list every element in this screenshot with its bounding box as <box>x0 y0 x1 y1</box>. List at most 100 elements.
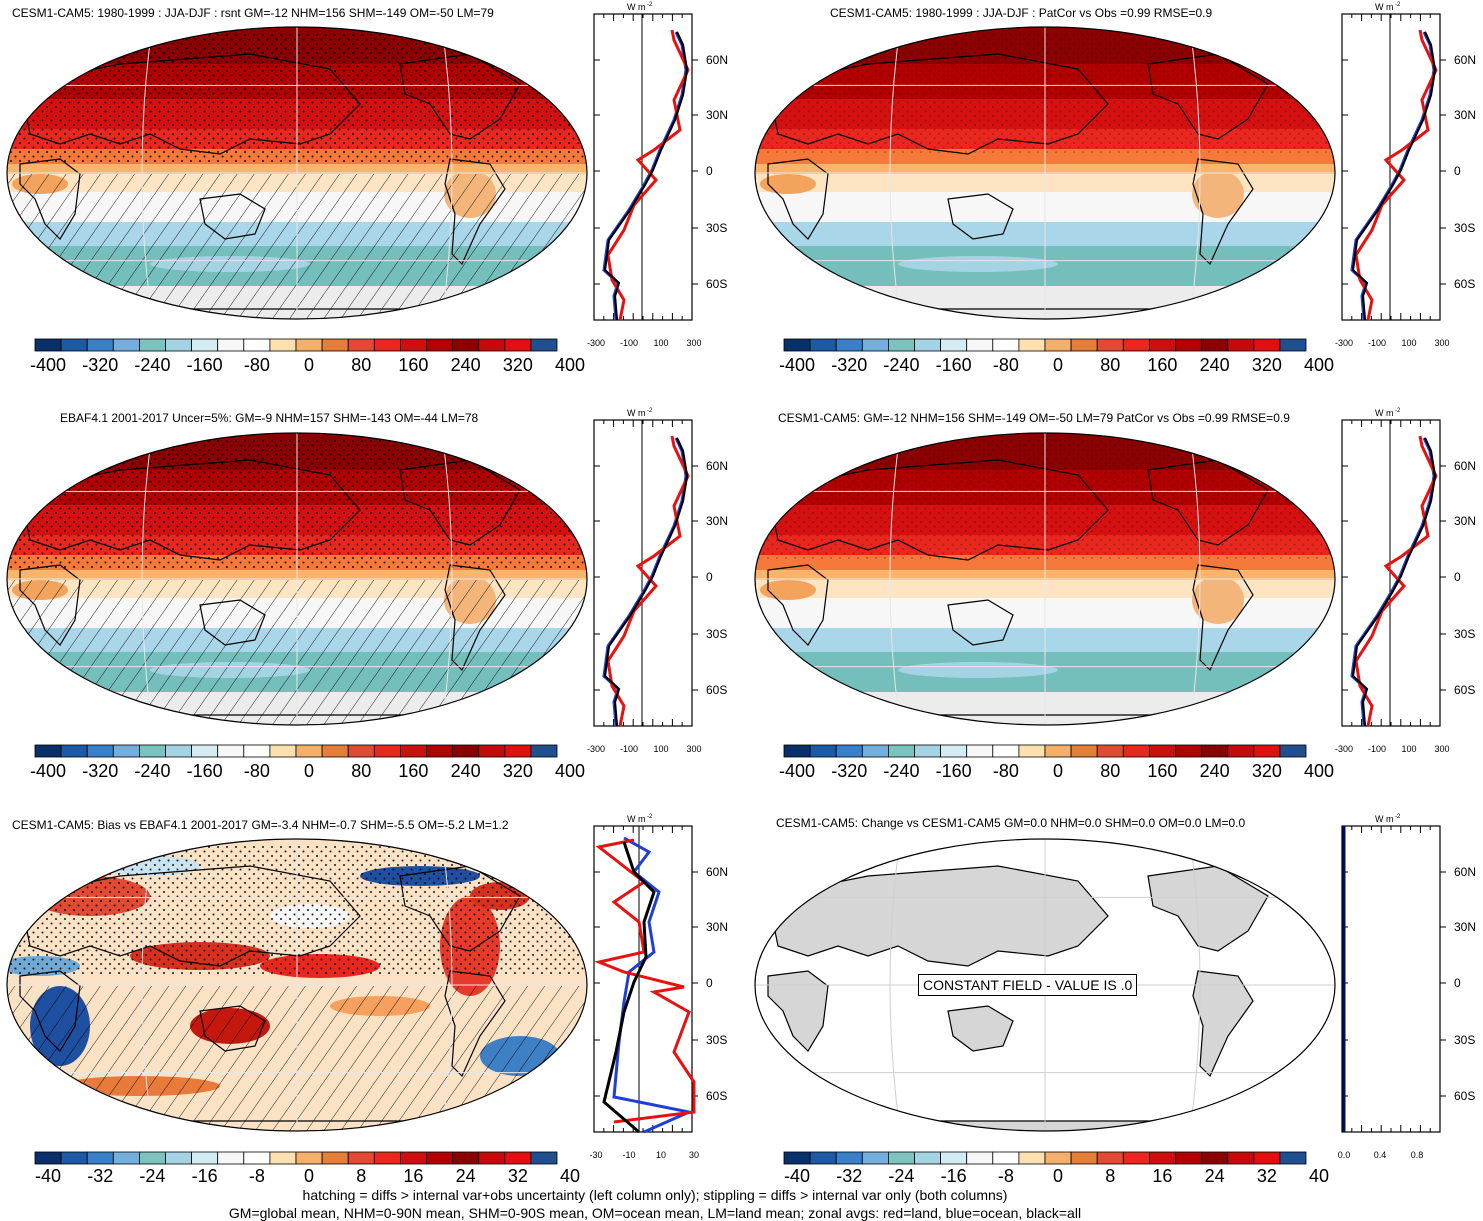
colorbar-tick-label: 240 <box>1199 355 1230 375</box>
colorbar-swatch <box>139 338 166 352</box>
zonal-x-tick-label: -30 <box>589 1150 602 1160</box>
zonal-x-tick-label: 100 <box>1401 338 1416 348</box>
lat-label: 60S <box>706 683 727 697</box>
colorbar-swatch <box>86 744 114 758</box>
colorbar-swatch <box>269 1151 297 1165</box>
lat-label: 30S <box>1454 627 1475 641</box>
map-panel-6 <box>754 838 1336 1132</box>
colorbar-tick-label: -160 <box>186 761 223 781</box>
colorbar-tick-label: 80 <box>351 761 372 781</box>
colorbar-tick-label: -240 <box>883 355 920 375</box>
colorbar-tick-label: -16 <box>940 1166 967 1186</box>
colorbar-swatch <box>452 744 480 758</box>
colorbar-swatch <box>217 338 245 352</box>
colorbar-swatch <box>295 744 323 758</box>
colorbar-swatch <box>112 1151 140 1165</box>
colorbar-swatch <box>1044 744 1072 758</box>
colorbar-tick-label: 0 <box>1053 761 1064 781</box>
colorbar-swatch <box>1044 1151 1072 1165</box>
colorbar-tick-label: -80 <box>992 355 1019 375</box>
colorbar-swatch <box>1279 1151 1307 1165</box>
zonal-units: W m <box>627 408 646 418</box>
colorbar-tick-label: -320 <box>82 355 119 375</box>
colorbar-swatch <box>888 1151 915 1165</box>
colorbar-swatch <box>399 1151 427 1165</box>
colorbar-swatch <box>1018 338 1046 352</box>
colorbar-swatch <box>914 744 942 758</box>
colorbar-swatch <box>1096 338 1124 352</box>
colorbar-swatch <box>399 744 427 758</box>
colorbar-tick-label: -80 <box>243 355 270 375</box>
colorbar-swatch <box>783 744 811 758</box>
lat-label: 30N <box>706 920 728 934</box>
lat-label: 60S <box>1454 1089 1475 1103</box>
colorbar-tick-label: 40 <box>560 1166 581 1186</box>
colorbar-tick-label: 320 <box>502 761 533 781</box>
colorbar-swatch <box>34 1151 62 1165</box>
colorbar-swatch <box>452 338 480 352</box>
colorbar-swatch <box>1044 338 1072 352</box>
colorbar-swatch <box>478 1151 506 1165</box>
zonal-x-tick-label: -100 <box>1368 744 1386 754</box>
colorbar-swatch <box>373 338 401 352</box>
colorbar-tick-label: 0 <box>304 1166 315 1186</box>
zonal-plot-6: 60N 30N 0 30S 60S W m -2 0.0 0.4 0.8 <box>1338 814 1476 1160</box>
colorbar-tick-label: 160 <box>1147 761 1178 781</box>
lat-label: 30S <box>706 627 727 641</box>
zonal-x-tick-label: 10 <box>656 1150 666 1160</box>
colorbar-swatch <box>373 744 401 758</box>
colorbar-tick-label: 16 <box>1152 1166 1173 1186</box>
colorbar-swatch <box>940 1151 968 1165</box>
colorbar-tick-label: 240 <box>450 761 481 781</box>
footer-legend-note: GM=global mean, NHM=0-90N mean, SHM=0-90… <box>228 1205 1082 1221</box>
colorbar-swatch <box>295 338 323 352</box>
panel-title-1: CESM1-CAM5: 1980-1999 : JJA-DJF : rsnt G… <box>12 6 494 20</box>
colorbar-swatch <box>243 338 271 352</box>
colorbar-5 <box>34 1151 558 1165</box>
zonal-x-tick-label: 300 <box>1434 744 1449 754</box>
colorbar-swatch <box>888 744 915 758</box>
colorbar-swatch <box>165 1151 193 1165</box>
colorbar-tick-label: -32 <box>87 1166 114 1186</box>
colorbar-swatch <box>530 1151 558 1165</box>
lat-label: 0 <box>706 976 713 990</box>
colorbar-swatch <box>1175 744 1203 758</box>
colorbar-swatch <box>217 1151 245 1165</box>
colorbar-swatch <box>1201 338 1229 352</box>
colorbar-swatch <box>191 1151 219 1165</box>
colorbar-swatch <box>321 744 349 758</box>
colorbar-swatch <box>1148 1151 1176 1165</box>
zonal-x-tick-label: 100 <box>653 338 668 348</box>
colorbar-swatch <box>165 338 193 352</box>
colorbar-tick-label: -160 <box>935 761 972 781</box>
panel-title-4: CESM1-CAM5: GM=-12 NHM=156 SHM=-149 OM=-… <box>778 411 1290 425</box>
colorbar-tick-label: -320 <box>831 355 868 375</box>
lat-label: 0 <box>1454 164 1461 178</box>
colorbar-swatch <box>217 744 245 758</box>
zonal-x-tick-label: 100 <box>1401 744 1416 754</box>
colorbar-tick-label: -240 <box>883 761 920 781</box>
colorbar-swatch <box>888 338 915 352</box>
colorbar-swatch <box>940 338 968 352</box>
colorbar-tick-label: 320 <box>1251 355 1282 375</box>
colorbar-swatch <box>139 1151 166 1165</box>
colorbar-tick-label: 400 <box>555 761 586 781</box>
colorbar-swatch <box>269 338 297 352</box>
lat-label: 60N <box>1454 459 1476 473</box>
colorbar-tick-label: 0 <box>1053 1166 1064 1186</box>
colorbar-swatch <box>243 1151 271 1165</box>
colorbar-swatch <box>530 744 558 758</box>
colorbar-tick-label: 80 <box>1100 761 1121 781</box>
colorbar-swatch <box>1253 338 1281 352</box>
colorbar-tick-label: -320 <box>82 761 119 781</box>
colorbar-3 <box>34 744 558 758</box>
colorbar-swatch <box>191 338 219 352</box>
map-panel-2 <box>754 26 1336 320</box>
colorbar-swatch <box>1227 744 1255 758</box>
colorbar-tick-label: -400 <box>30 761 67 781</box>
colorbar-tick-label: -40 <box>35 1166 62 1186</box>
lat-label: 30N <box>1454 108 1476 122</box>
colorbar-swatch <box>914 1151 942 1165</box>
colorbar-tick-label: -160 <box>186 355 223 375</box>
lat-label: 60N <box>706 53 728 67</box>
